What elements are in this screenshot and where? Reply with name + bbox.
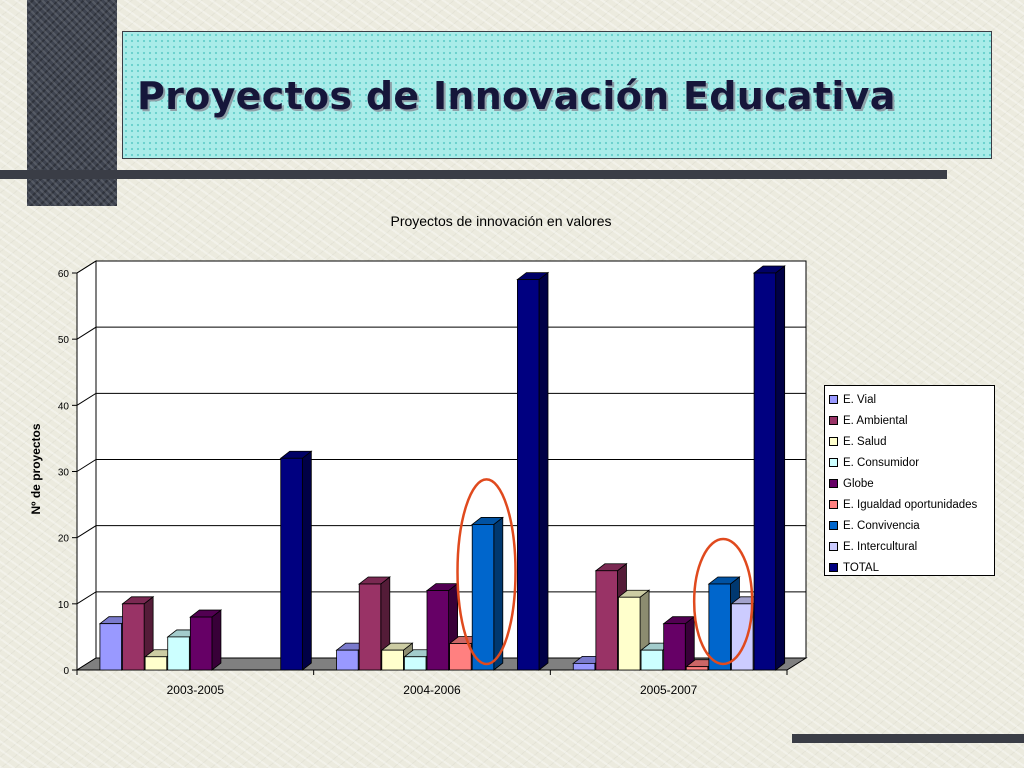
y-tick-label: 10 xyxy=(58,600,70,611)
bottom-divider-rule xyxy=(792,734,1024,743)
legend-swatch xyxy=(829,563,838,572)
y-tick-label: 20 xyxy=(58,534,70,545)
legend-item: E. Ambiental xyxy=(829,410,994,431)
bar xyxy=(426,590,450,671)
y-tick-label: 60 xyxy=(58,269,70,280)
bar-side xyxy=(211,609,222,671)
highlight-ellipse xyxy=(456,478,517,666)
legend-label: E. Ambiental xyxy=(843,414,908,427)
bar xyxy=(144,656,168,671)
gridline xyxy=(76,326,806,340)
y-axis-label: Nº de proyectos xyxy=(29,423,43,514)
legend-swatch xyxy=(829,500,838,509)
gridline xyxy=(76,525,806,539)
legend-swatch xyxy=(829,479,838,488)
bar xyxy=(517,279,540,671)
legend-label: E. Vial xyxy=(843,393,877,406)
legend-label: E. Intercultural xyxy=(843,540,918,553)
bar xyxy=(708,583,731,671)
bar xyxy=(753,272,777,671)
legend-item: E. Consumidor xyxy=(829,452,994,473)
y-tick-label: 0 xyxy=(63,666,69,677)
legend-item: E. Vial xyxy=(829,389,994,410)
legend-item: E. Intercultural xyxy=(829,536,994,557)
bar xyxy=(685,666,709,671)
gridline xyxy=(76,392,806,406)
highlight-ellipse xyxy=(692,537,754,666)
bar-side xyxy=(493,516,504,671)
y-tick-label: 50 xyxy=(58,335,70,346)
bar xyxy=(595,570,618,671)
x-tick-label: 2003-2005 xyxy=(167,683,225,697)
bar xyxy=(449,643,472,671)
legend-item: E. Salud xyxy=(829,431,994,452)
legend-swatch xyxy=(829,395,838,404)
top-divider-rule xyxy=(0,170,947,179)
legend-label: E. Consumidor xyxy=(843,456,920,469)
legend-item: E. Convivencia xyxy=(829,515,994,536)
bar xyxy=(663,623,686,671)
slide-title-box: Proyectos de Innovación Educativa xyxy=(122,31,992,159)
slide-title: Proyectos de Innovación Educativa xyxy=(137,74,896,118)
gridline xyxy=(76,459,806,472)
legend-label: Globe xyxy=(843,477,874,490)
x-tick-label: 2004-2006 xyxy=(403,683,461,697)
legend-label: E. Convivencia xyxy=(843,519,920,532)
y-tick-label: 30 xyxy=(58,468,70,479)
bar xyxy=(381,649,404,671)
bar xyxy=(731,603,754,671)
chart-legend: E. Vial E. Ambiental E. Salud E. Consumidor… xyxy=(824,385,995,576)
bar xyxy=(122,603,145,671)
legend-item: E. Igualdad oportunidades xyxy=(829,494,994,515)
chart-title: Proyectos de innovación en valores xyxy=(390,213,611,229)
bar xyxy=(640,649,664,671)
bar xyxy=(358,583,382,671)
legend-swatch xyxy=(829,521,838,530)
legend-swatch xyxy=(829,458,838,467)
legend-swatch xyxy=(829,416,838,425)
legend-label: TOTAL xyxy=(843,561,879,574)
gridline xyxy=(76,260,806,274)
legend-swatch xyxy=(829,542,838,551)
legend-label: E. Salud xyxy=(843,435,887,448)
bar xyxy=(618,596,641,671)
bar-side xyxy=(538,271,549,671)
legend-item: Globe xyxy=(829,473,994,494)
gridline xyxy=(76,591,806,605)
legend-label: E. Igualdad oportunidades xyxy=(843,498,978,511)
bar xyxy=(167,636,190,671)
legend-item: TOTAL xyxy=(829,557,994,578)
x-tick-label: 2005-2007 xyxy=(640,683,698,697)
bar xyxy=(572,662,596,671)
bar xyxy=(471,524,495,671)
legend-swatch xyxy=(829,437,838,446)
bar-side xyxy=(301,450,312,671)
bar xyxy=(403,656,427,671)
bar-side xyxy=(775,265,786,671)
bar xyxy=(336,649,359,671)
bar xyxy=(99,623,122,671)
bar xyxy=(189,616,213,671)
y-tick-label: 40 xyxy=(58,401,70,412)
bar xyxy=(280,457,303,671)
